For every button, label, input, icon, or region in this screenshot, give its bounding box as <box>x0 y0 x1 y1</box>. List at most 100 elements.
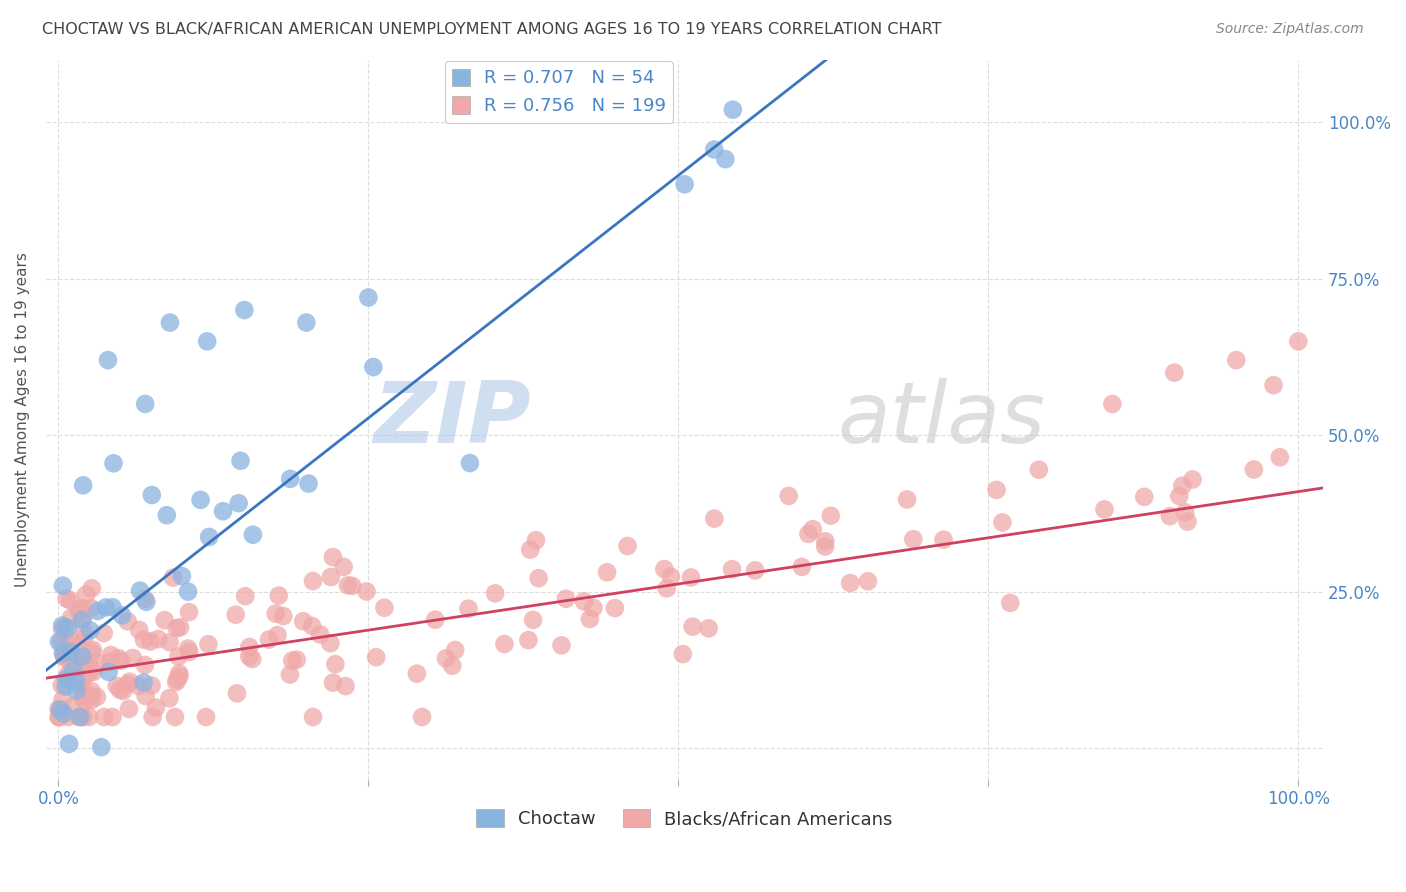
Point <box>59 611 82 625</box>
Point <box>295 316 318 330</box>
Point <box>72 612 94 626</box>
Legend: Choctaw, Blacks/African Americans: Choctaw, Blacks/African Americans <box>470 802 900 836</box>
Point <box>679 570 702 584</box>
Point <box>56 621 79 635</box>
Point <box>75 588 97 602</box>
Point <box>797 527 820 541</box>
Point <box>991 516 1014 530</box>
Point <box>70 665 93 679</box>
Point <box>703 143 725 157</box>
Point <box>555 591 578 606</box>
Point <box>814 540 837 554</box>
Point <box>932 533 955 547</box>
Point <box>56 635 79 649</box>
Point <box>127 679 149 693</box>
Point <box>278 667 301 681</box>
Point <box>1133 490 1156 504</box>
Point <box>108 682 131 697</box>
Point <box>48 702 70 716</box>
Point <box>82 643 104 657</box>
Point <box>145 700 167 714</box>
Point <box>1094 502 1116 516</box>
Point <box>1286 334 1309 349</box>
Text: Source: ZipAtlas.com: Source: ZipAtlas.com <box>1216 22 1364 37</box>
Point <box>153 613 176 627</box>
Point <box>1101 397 1123 411</box>
Point <box>70 601 93 615</box>
Point <box>165 675 187 690</box>
Point <box>264 607 287 621</box>
Point <box>225 607 247 622</box>
Point <box>1163 366 1185 380</box>
Point <box>72 478 94 492</box>
Point <box>233 589 256 603</box>
Point <box>672 647 695 661</box>
Point <box>103 456 125 470</box>
Point <box>132 632 155 647</box>
Point <box>90 740 112 755</box>
Point <box>52 692 75 706</box>
Point <box>73 695 96 709</box>
Point <box>142 710 165 724</box>
Point <box>82 665 104 679</box>
Point <box>814 534 837 549</box>
Point <box>69 605 91 619</box>
Point <box>714 152 737 166</box>
Point <box>582 600 605 615</box>
Point <box>53 648 76 662</box>
Point <box>86 655 108 669</box>
Point <box>110 654 132 668</box>
Point <box>67 640 90 655</box>
Point <box>72 649 94 664</box>
Point <box>336 578 359 592</box>
Point <box>100 648 122 662</box>
Point <box>52 706 75 721</box>
Point <box>66 656 89 670</box>
Point <box>1159 509 1181 524</box>
Point <box>659 570 682 584</box>
Y-axis label: Unemployment Among Ages 16 to 19 years: Unemployment Among Ages 16 to 19 years <box>15 252 30 587</box>
Point <box>292 614 315 628</box>
Point <box>319 636 342 650</box>
Point <box>1177 515 1199 529</box>
Point <box>48 634 70 648</box>
Point <box>129 583 152 598</box>
Text: CHOCTAW VS BLACK/AFRICAN AMERICAN UNEMPLOYMENT AMONG AGES 16 TO 19 YEARS CORRELA: CHOCTAW VS BLACK/AFRICAN AMERICAN UNEMPL… <box>42 22 942 37</box>
Point <box>97 665 120 679</box>
Point <box>134 657 156 672</box>
Point <box>51 678 73 692</box>
Point <box>195 334 218 349</box>
Point <box>522 613 544 627</box>
Point <box>721 103 744 117</box>
Point <box>56 710 79 724</box>
Point <box>301 619 323 633</box>
Point <box>325 657 347 672</box>
Point <box>169 669 191 683</box>
Point <box>335 679 357 693</box>
Point <box>159 691 181 706</box>
Point <box>167 649 190 664</box>
Point <box>60 659 83 673</box>
Point <box>322 675 344 690</box>
Point <box>169 620 191 634</box>
Point <box>70 613 93 627</box>
Point <box>550 638 572 652</box>
Point <box>179 645 201 659</box>
Point <box>744 563 766 577</box>
Point <box>655 582 678 596</box>
Point <box>527 571 550 585</box>
Point <box>69 710 91 724</box>
Point <box>302 710 325 724</box>
Point <box>198 530 221 544</box>
Point <box>654 562 676 576</box>
Point <box>322 550 344 565</box>
Point <box>141 679 163 693</box>
Point <box>603 601 626 615</box>
Point <box>72 690 94 705</box>
Point <box>1000 596 1022 610</box>
Point <box>1171 479 1194 493</box>
Point <box>55 680 77 694</box>
Point <box>80 601 103 615</box>
Point <box>79 657 101 671</box>
Point <box>425 613 447 627</box>
